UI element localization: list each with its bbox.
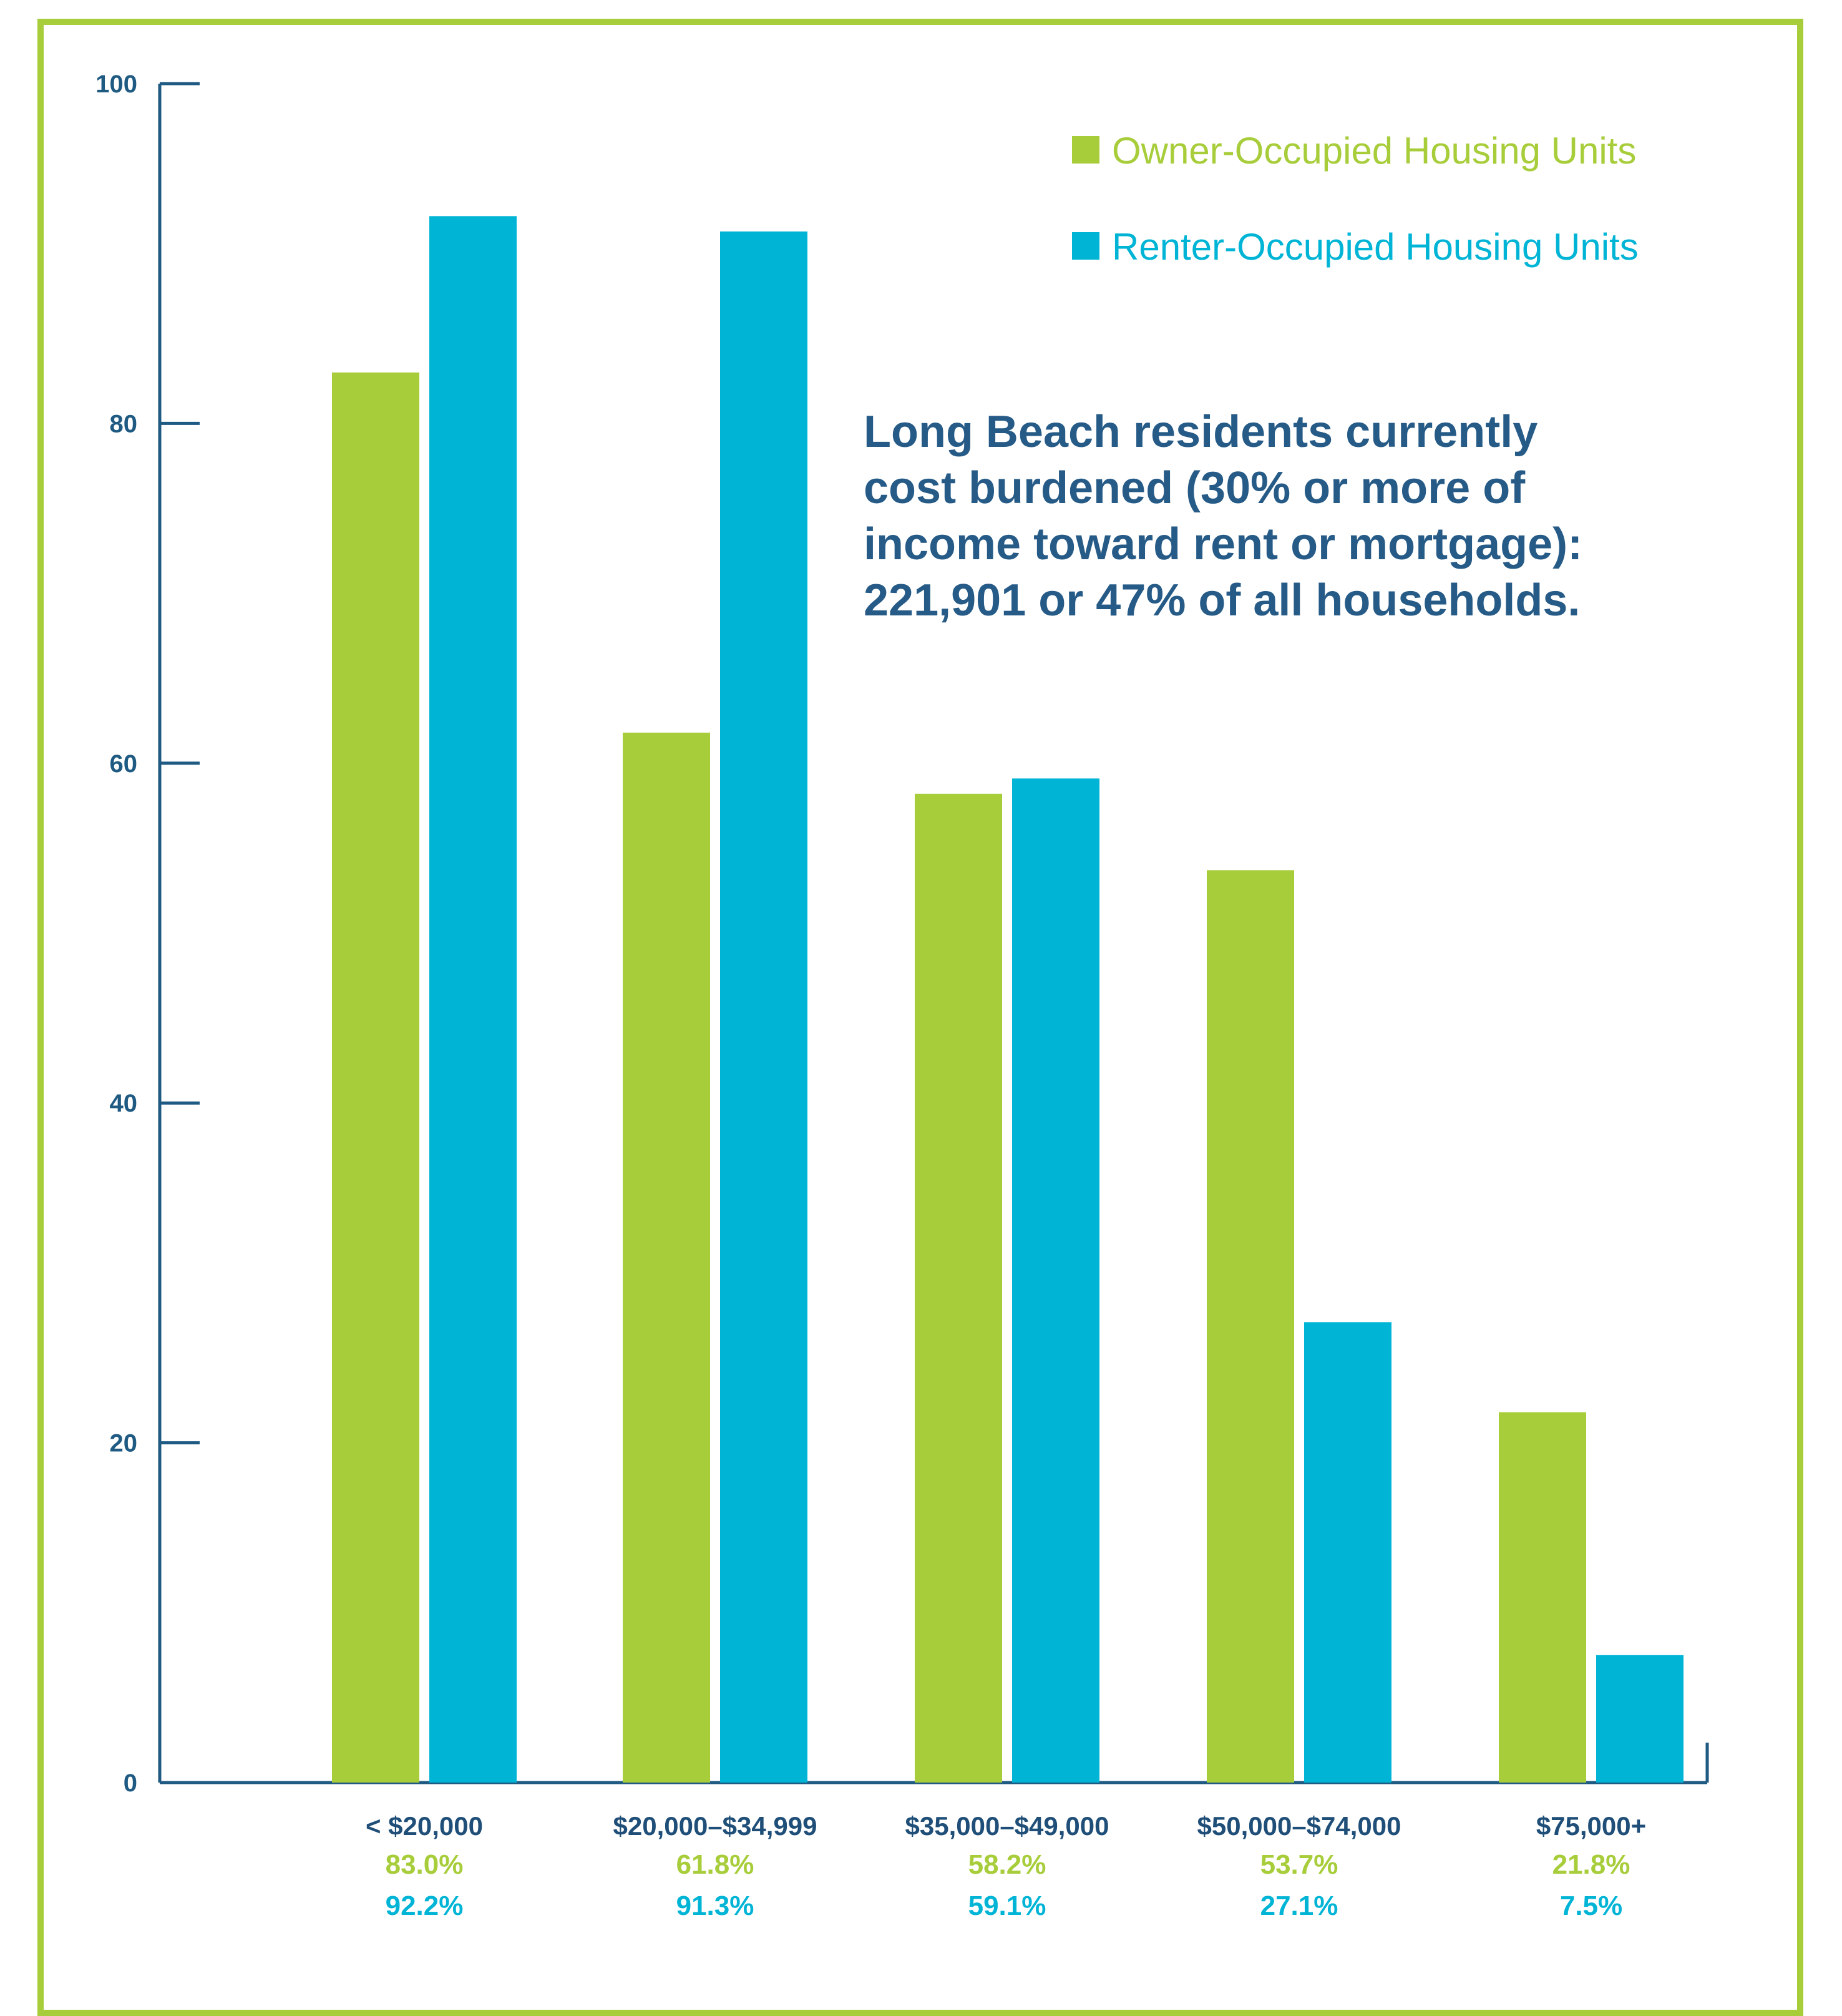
y-tick-label: 60 (110, 750, 138, 778)
legend-swatch (1072, 232, 1099, 260)
y-tick-label: 80 (110, 410, 138, 438)
renter-bar (429, 216, 517, 1783)
owner-bar (1207, 870, 1294, 1783)
owner-value-label: 83.0% (386, 1849, 464, 1880)
owner-value-label: 21.8% (1552, 1849, 1630, 1880)
renter-value-label: 91.3% (676, 1891, 754, 1921)
y-tick-label: 20 (110, 1430, 138, 1457)
x-tick-label: $35,000–$49,000 (905, 1811, 1109, 1841)
renter-bar (1012, 778, 1099, 1783)
owner-bar (1499, 1412, 1586, 1783)
y-tick-label: 40 (110, 1090, 138, 1117)
owner-value-label: 61.8% (676, 1849, 754, 1880)
owner-value-label: 53.7% (1260, 1849, 1338, 1880)
category-labels: < $20,000 83.0% 92.2% $20,000–$34,999 61.8% 9… (366, 1811, 1646, 1921)
renter-value-label: 27.1% (1260, 1891, 1338, 1921)
annotation: Long Beach residents currently cost burde… (864, 407, 1582, 625)
renter-value-label: 59.1% (968, 1891, 1046, 1921)
legend-label: Renter-Occupied Housing Units (1112, 226, 1639, 268)
legend-swatch (1072, 136, 1099, 164)
renter-value-label: 7.5% (1560, 1891, 1622, 1921)
renter-bar (720, 231, 807, 1783)
x-tick-label: $75,000+ (1536, 1811, 1646, 1841)
x-tick-label: $20,000–$34,999 (613, 1811, 817, 1841)
y-tick-label: 0 (124, 1769, 137, 1797)
owner-bar (623, 732, 710, 1783)
owner-bar (915, 793, 1002, 1783)
owner-value-label: 58.2% (968, 1849, 1046, 1880)
owner-bar (332, 372, 419, 1783)
renter-bar (1596, 1655, 1684, 1783)
renter-value-label: 92.2% (386, 1891, 464, 1921)
annotation-line: Long Beach residents currently (864, 407, 1537, 457)
y-tick-label: 100 (95, 71, 137, 98)
renter-bar (1304, 1322, 1391, 1783)
legend-label: Owner-Occupied Housing Units (1112, 130, 1636, 172)
bars-group (332, 216, 1684, 1783)
annotation-line: 221,901 or 47% of all households. (864, 575, 1580, 625)
annotation-line: income toward rent or mortgage): (864, 519, 1582, 569)
x-tick-label: $50,000–$74,000 (1197, 1811, 1401, 1841)
x-tick-label: < $20,000 (366, 1811, 483, 1841)
legend: Owner-Occupied Housing Units Renter-Occup… (1072, 130, 1639, 268)
annotation-line: cost burdened (30% or more of (864, 463, 1526, 513)
